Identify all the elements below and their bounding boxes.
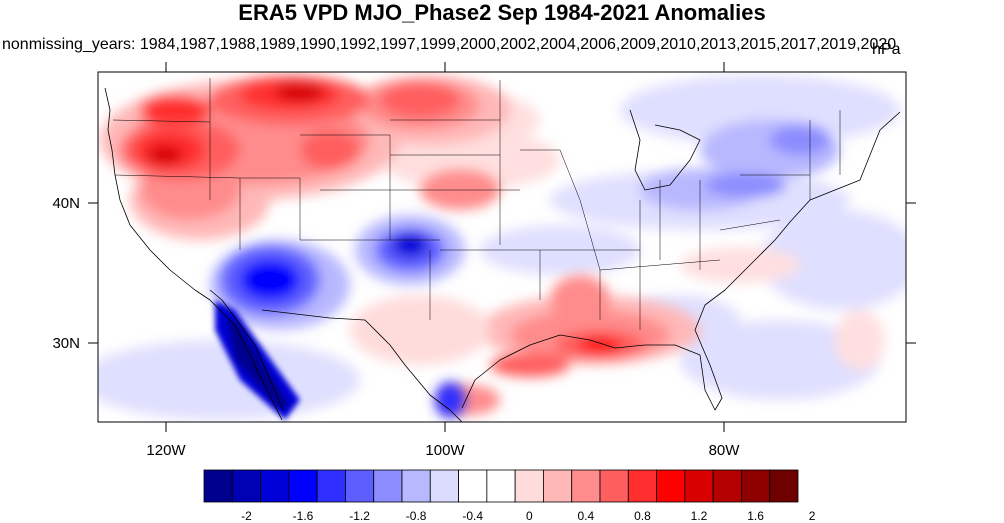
colorbar: -2 -1.6 -1.2 -0.8 -0.4 0 0.4 0.8 1.2 1.6 2: [203, 469, 816, 523]
x-tick-label: 100W: [425, 442, 465, 459]
colorbar-swatch: [571, 469, 601, 503]
colorbar-label: 0.4: [578, 509, 595, 523]
colorbar-swatch: [203, 469, 233, 503]
colorbar-label: 0.8: [634, 509, 651, 523]
colorbar-swatch: [288, 469, 318, 503]
colorbar-label: -0.8: [406, 509, 427, 523]
y-tick-label: 30N: [52, 335, 80, 352]
colorbar-label: 0: [526, 509, 533, 523]
colorbar-swatch: [627, 469, 657, 503]
colorbar-swatch: [345, 469, 375, 503]
colorbar-swatch: [656, 469, 686, 503]
colorbar-label: 1.6: [747, 509, 764, 523]
y-tick-label: 40N: [52, 195, 80, 212]
anomaly-field: [98, 72, 906, 422]
units-label: hPa: [872, 41, 901, 58]
colorbar-swatch: [373, 469, 403, 503]
colorbar-swatch: [260, 469, 290, 503]
colorbar-swatch: [429, 469, 459, 503]
colorbar-swatch: [741, 469, 771, 503]
colorbar-label: 2: [809, 509, 816, 523]
map-title: ERA5 VPD MJO_Phase2 Sep 1984-2021 Anomal…: [238, 0, 766, 25]
map-frame: [97, 71, 907, 423]
x-tick-label: 80W: [709, 442, 741, 459]
colorbar-swatch: [769, 469, 799, 503]
colorbar-swatch: [486, 469, 516, 503]
colorbar-label: -1.2: [349, 509, 370, 523]
colorbar-swatch: [684, 469, 714, 503]
colorbar-swatch: [712, 469, 742, 503]
colorbar-label: 1.2: [691, 509, 708, 523]
colorbar-label: -1.6: [293, 509, 314, 523]
coastline: [104, 87, 901, 422]
map-subtitle: nonmissing_years: 1984,1987,1988,1989,19…: [2, 36, 897, 53]
x-tick-label: 120W: [146, 442, 186, 459]
colorbar-swatch: [543, 469, 573, 503]
colorbar-swatch: [231, 469, 261, 503]
colorbar-swatch: [401, 469, 431, 503]
colorbar-swatch: [599, 469, 629, 503]
state-borders: [112, 78, 841, 330]
colorbar-label: -2: [241, 509, 252, 523]
colorbar-swatch: [458, 469, 488, 503]
colorbar-swatch: [514, 469, 544, 503]
colorbar-label: -0.4: [462, 509, 483, 523]
axis-ticks: [88, 62, 916, 432]
colorbar-swatch: [316, 469, 346, 503]
